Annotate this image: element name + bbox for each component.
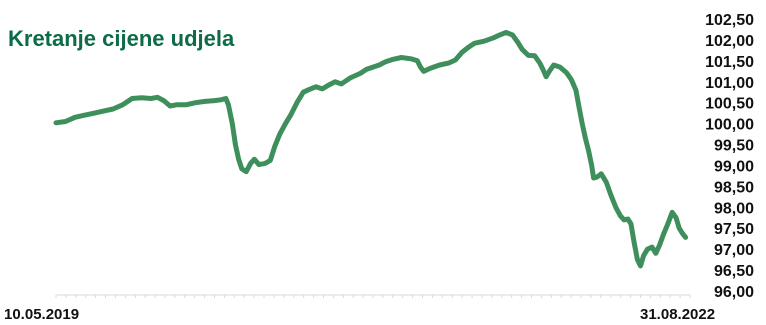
x-end-label: 31.08.2022 <box>640 306 716 323</box>
y-tick-label: 99,00 <box>714 158 754 175</box>
y-tick-label: 98,50 <box>714 179 754 196</box>
y-tick-labels: 102,50 102,00 101,50 101,00 100,50 100,00 99,5… <box>705 12 754 301</box>
y-tick-label: 96,50 <box>714 263 754 280</box>
y-tick-label: 96,00 <box>714 284 754 301</box>
series-line <box>53 29 689 269</box>
y-tick-label: 100,50 <box>705 96 754 113</box>
chart-title: Kretanje cijene udjela <box>8 26 235 51</box>
y-tick-label: 102,00 <box>705 33 754 50</box>
y-tick-label: 98,00 <box>714 200 754 217</box>
y-tick-label: 97,00 <box>714 242 754 259</box>
y-tick-label: 100,00 <box>705 117 754 134</box>
y-tick-label: 99,50 <box>714 138 754 155</box>
y-tick-label: 97,50 <box>714 221 754 238</box>
x-start-label: 10.05.2019 <box>4 306 80 323</box>
y-tick-label: 102,50 <box>705 12 754 29</box>
y-tick-label: 101,50 <box>705 54 754 71</box>
y-tick-label: 101,00 <box>705 75 754 92</box>
x-tick-marks <box>55 295 691 298</box>
